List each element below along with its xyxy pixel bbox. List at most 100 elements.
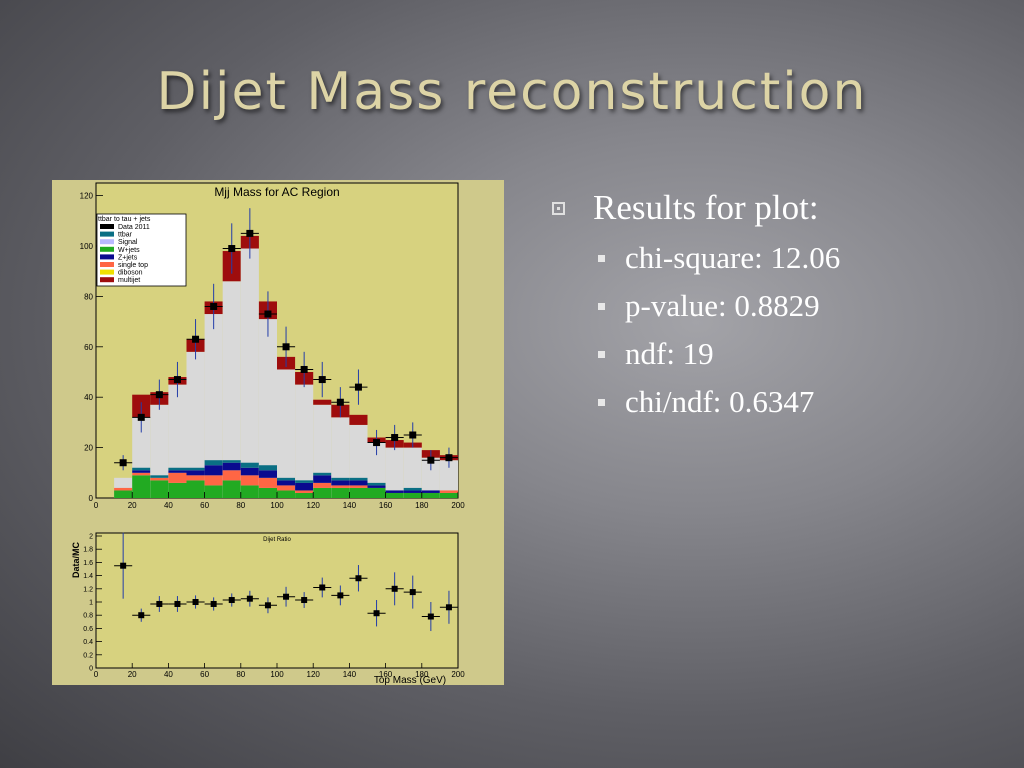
stack-bar-ttbar bbox=[313, 472, 332, 476]
ratio-y-tick-label: 1.4 bbox=[83, 573, 93, 580]
stack-bar-wjets bbox=[222, 480, 241, 498]
stack-bar-zjets bbox=[367, 485, 386, 488]
legend-swatch bbox=[100, 231, 114, 237]
data-point bbox=[137, 413, 145, 421]
stack-bar-other bbox=[295, 384, 314, 498]
result-chi-square-text: chi-square: 12.06 bbox=[625, 240, 841, 275]
stack-bar-zjets bbox=[349, 480, 368, 486]
ratio-y-tick-label: 0.6 bbox=[83, 626, 93, 633]
stack-bar-other bbox=[240, 248, 259, 498]
legend-label: W+jets bbox=[118, 247, 140, 254]
stack-bar-ttbar bbox=[403, 487, 422, 491]
data-point bbox=[336, 398, 344, 406]
ratio-point bbox=[138, 612, 145, 619]
stack-bar-zjets bbox=[295, 482, 314, 491]
result-p-value: p-value: 0.8829 bbox=[598, 282, 1008, 330]
stack-bar-other bbox=[186, 351, 205, 498]
data-point bbox=[173, 376, 181, 384]
legend-swatch bbox=[100, 239, 114, 245]
slide-title: Dijet Mass reconstruction bbox=[156, 62, 868, 122]
stack-bar-singletop bbox=[349, 485, 368, 488]
stack-bar-singletop bbox=[439, 490, 458, 493]
stack-bar-ttbar bbox=[150, 475, 169, 478]
ratio-point bbox=[228, 597, 235, 604]
ratio-point bbox=[409, 589, 416, 596]
stack-bar-ttbar bbox=[367, 482, 386, 486]
legend-swatch bbox=[100, 269, 114, 275]
stack-bar-singletop bbox=[313, 482, 332, 488]
ratio-point bbox=[391, 585, 398, 592]
stack-bar-other bbox=[421, 457, 440, 498]
legend-swatch bbox=[100, 277, 114, 283]
x-tick-label: 180 bbox=[415, 501, 429, 510]
stack-bar-ttbar bbox=[277, 477, 296, 481]
stack-bar-wjets bbox=[186, 480, 205, 498]
legend-swatch bbox=[100, 254, 114, 260]
results-sublist: chi-square: 12.06 p-value: 0.8829 ndf: 1… bbox=[598, 234, 1008, 426]
results-list: Results for plot: chi-square: 12.06 p-va… bbox=[548, 186, 1008, 426]
x-tick-label: 60 bbox=[200, 501, 209, 510]
stack-bar-zjets bbox=[421, 490, 440, 493]
stack-bar-wjets bbox=[132, 475, 151, 498]
stack-bar-ttbar bbox=[132, 467, 151, 471]
stack-bar-zjets bbox=[277, 480, 296, 486]
ratio-y-tick-label: 0.2 bbox=[83, 652, 93, 659]
legend-swatch bbox=[100, 262, 114, 267]
result-p-value-text: p-value: 0.8829 bbox=[625, 288, 820, 323]
result-ndf-text: ndf: 19 bbox=[625, 336, 714, 371]
stack-bar-ttbar bbox=[295, 480, 314, 483]
stack-bar-other bbox=[439, 460, 458, 498]
x-tick-label: 20 bbox=[128, 501, 137, 510]
stack-bar-singletop bbox=[222, 470, 241, 481]
stack-bar-other bbox=[222, 281, 241, 498]
ratio-x-tick-label: 20 bbox=[128, 670, 137, 679]
ratio-plot-frame bbox=[95, 532, 459, 669]
x-tick-label: 0 bbox=[94, 501, 99, 510]
stack-bar-wjets bbox=[168, 482, 187, 498]
ratio-y-tick-label: 0.8 bbox=[83, 613, 93, 620]
ratio-y-tick-label: 1.2 bbox=[83, 586, 93, 593]
legend-label: single top bbox=[118, 262, 148, 269]
stack-bar-singletop bbox=[132, 472, 151, 476]
ratio-point bbox=[156, 600, 163, 607]
stack-bar-wjets bbox=[150, 480, 169, 498]
stack-bar-zjets bbox=[132, 470, 151, 473]
stack-bar-singletop bbox=[240, 475, 259, 486]
stack-bar-other bbox=[204, 314, 223, 498]
data-point bbox=[210, 302, 218, 310]
stack-bar-singletop bbox=[186, 475, 205, 481]
bullet-icon bbox=[598, 302, 605, 310]
y-tick-label: 80 bbox=[84, 292, 93, 301]
ratio-point bbox=[283, 593, 290, 600]
stack-bar-zjets bbox=[258, 470, 277, 478]
ratio-y-tick-label: 0 bbox=[89, 666, 93, 673]
ratio-y-tick-label: 1.8 bbox=[83, 547, 93, 554]
ratio-x-tick-label: 160 bbox=[379, 670, 393, 679]
stack-bar-multijet bbox=[349, 414, 368, 425]
x-tick-label: 140 bbox=[343, 501, 357, 510]
ratio-point bbox=[355, 575, 362, 582]
data-point bbox=[264, 310, 272, 318]
ratio-x-tick-label: 40 bbox=[164, 670, 173, 679]
result-ndf: ndf: 19 bbox=[598, 330, 1008, 378]
stack-bar-zjets bbox=[186, 470, 205, 476]
ratio-point bbox=[246, 595, 253, 602]
stack-bar-singletop bbox=[150, 477, 169, 481]
y-tick-label: 0 bbox=[89, 494, 94, 503]
ratio-x-tick-label: 200 bbox=[451, 670, 465, 679]
main-plot-title: Mjj Mass for AC Region bbox=[214, 185, 339, 199]
bullet-icon bbox=[598, 350, 605, 358]
stack-bar-wjets bbox=[114, 490, 133, 498]
data-point bbox=[427, 456, 435, 464]
bullet-icon bbox=[598, 398, 605, 406]
ratio-plot-title: Dijet Ratio bbox=[263, 537, 291, 543]
x-tick-label: 100 bbox=[270, 501, 284, 510]
data-point bbox=[391, 434, 399, 442]
stack-bar-zjets bbox=[403, 490, 422, 493]
ratio-point bbox=[264, 602, 271, 609]
ratio-x-tick-label: 140 bbox=[343, 670, 357, 679]
stack-bar-zjets bbox=[204, 465, 223, 476]
ratio-x-axis-label: Top Mass (GeV) bbox=[374, 675, 446, 685]
data-point bbox=[282, 343, 290, 351]
ratio-x-tick-label: 100 bbox=[270, 670, 284, 679]
